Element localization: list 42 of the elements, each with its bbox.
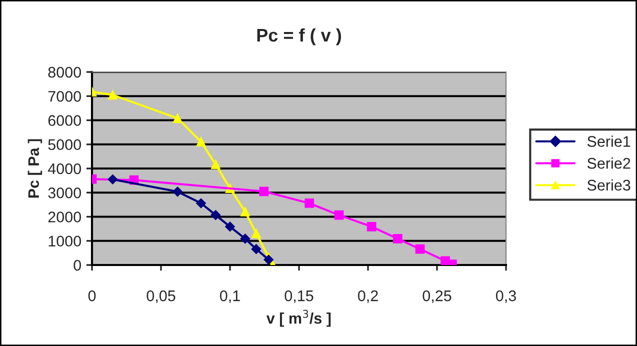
point xyxy=(415,244,425,254)
point xyxy=(240,234,250,244)
y-tick-label: 3000 xyxy=(48,187,81,198)
x-tick-label: 0,25 xyxy=(422,290,452,304)
x-tick-label: 0,05 xyxy=(146,290,176,304)
point xyxy=(210,210,221,220)
y-tick-label: 2000 xyxy=(48,212,81,222)
y-tick-label: 0 xyxy=(74,260,81,271)
point xyxy=(252,228,261,238)
point xyxy=(108,174,118,184)
point xyxy=(334,210,344,220)
chart-title: Pc = f ( v ) xyxy=(257,28,341,46)
y-tick-label: 1000 xyxy=(48,236,81,247)
point xyxy=(264,254,274,265)
point xyxy=(259,186,269,196)
legend-label: Serie3 xyxy=(587,179,630,191)
x-axis-title: v [ m$^{3}$/s ] xyxy=(266,310,331,327)
legend-label: Serie2 xyxy=(587,158,630,169)
x-tick-label: 0,15 xyxy=(284,290,314,304)
point xyxy=(366,222,376,232)
point xyxy=(251,244,262,254)
x-tick-label: 0,1 xyxy=(220,290,240,304)
x-tick-label: 0,2 xyxy=(358,290,378,304)
point xyxy=(210,160,220,170)
y-tick-label: 5000 xyxy=(48,139,81,150)
y-axis-title: Pc [ Pa ] xyxy=(28,139,42,198)
point xyxy=(172,186,182,197)
x-tick-label: 0,3 xyxy=(496,290,516,304)
y-tick-label: 8000 xyxy=(48,66,81,78)
point xyxy=(225,222,235,232)
point xyxy=(392,234,402,244)
x-tick-label: 0 xyxy=(88,290,96,302)
y-tick-label: 6000 xyxy=(48,115,81,126)
y-tick-label: 7000 xyxy=(48,90,81,102)
point xyxy=(172,114,182,124)
point xyxy=(240,206,250,216)
point xyxy=(196,137,206,146)
point xyxy=(196,198,206,208)
legend-label: Serie1 xyxy=(587,136,630,147)
point xyxy=(108,90,118,100)
point xyxy=(304,198,314,208)
y-tick-label: 4000 xyxy=(48,163,81,174)
